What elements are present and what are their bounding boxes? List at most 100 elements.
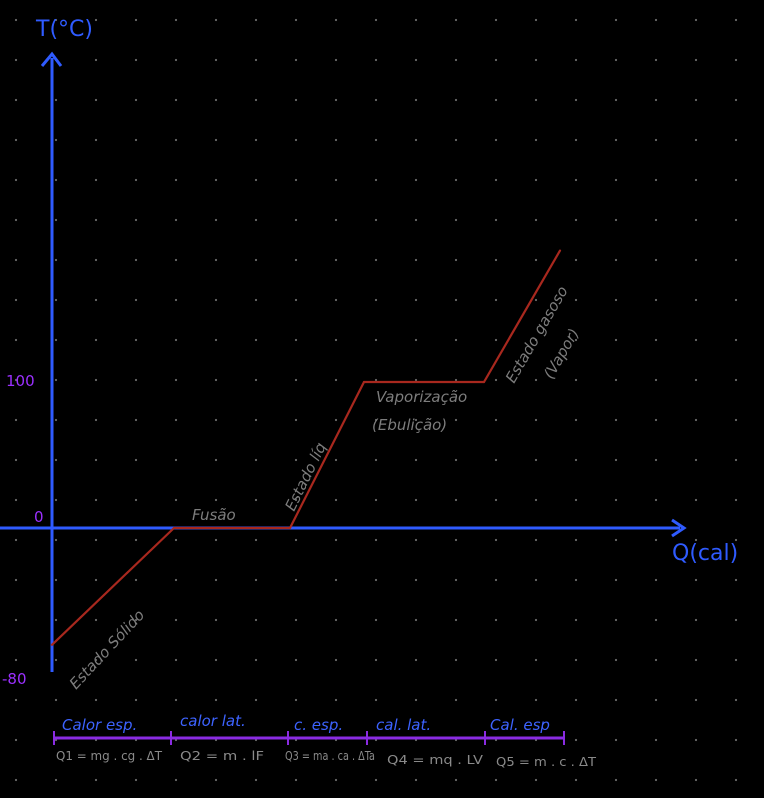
grid-dot: [174, 338, 178, 342]
grid-dot: [14, 738, 18, 742]
grid-dot: [294, 138, 298, 142]
grid-dot: [374, 658, 378, 662]
grid-dot: [334, 618, 338, 622]
grid-dot: [574, 58, 578, 62]
y-ticks: 100 0 -80: [2, 372, 44, 688]
grid-dot: [214, 258, 218, 262]
grid-dot: [54, 18, 58, 22]
grid-dot: [534, 418, 538, 422]
grid-dot: [534, 658, 538, 662]
grid-dot: [54, 378, 58, 382]
grid-dot: [454, 298, 458, 302]
grid-dot: [334, 658, 338, 662]
segment-formula-4: Q4 = mq . LV: [387, 753, 484, 767]
grid-dot: [14, 258, 18, 262]
grid-dot: [294, 18, 298, 22]
segment-label-5: Cal. esp: [490, 716, 550, 734]
grid-dot: [14, 138, 18, 142]
grid-dot: [494, 618, 498, 622]
grid-dot: [414, 578, 418, 582]
y-tick-label-neg80: -80: [2, 670, 27, 688]
grid-dot: [14, 338, 18, 342]
grid-dot: [214, 18, 218, 22]
grid-dot: [694, 498, 698, 502]
segment-formula-1: Q1 = mg . cg . ΔT: [56, 749, 163, 763]
grid-dot: [334, 538, 338, 542]
grid-dot: [54, 138, 58, 142]
curve-segment: [288, 380, 366, 530]
grid-dot: [94, 58, 98, 62]
grid-dot: [254, 778, 258, 782]
grid-dot: [294, 618, 298, 622]
grid-dot: [414, 418, 418, 422]
grid-dot: [334, 498, 338, 502]
grid-dot: [94, 778, 98, 782]
grid-dot: [174, 258, 178, 262]
grid-dot: [134, 58, 138, 62]
grid-dot: [494, 178, 498, 182]
grid-dot: [654, 498, 658, 502]
grid-dot: [494, 378, 498, 382]
grid-dot: [254, 218, 258, 222]
grid-dot: [574, 298, 578, 302]
x-axis-arrow-icon: [671, 518, 687, 538]
grid-dot: [494, 58, 498, 62]
grid-dot: [174, 298, 178, 302]
grid-dot: [14, 538, 18, 542]
segment-label-1: Calor esp.: [62, 716, 137, 734]
grid-dot: [214, 778, 218, 782]
grid-dot: [14, 698, 18, 702]
segment-label-4: cal. lat.: [376, 716, 431, 734]
grid-dot: [654, 338, 658, 342]
grid-dot: [694, 138, 698, 142]
grid-dot: [54, 218, 58, 222]
grid-dot: [134, 698, 138, 702]
y-axis-arrow-icon: [40, 51, 63, 67]
grid-dot: [494, 658, 498, 662]
grid-dot: [574, 178, 578, 182]
grid-dot: [654, 418, 658, 422]
grid-dot: [614, 98, 618, 102]
grid-dot: [294, 498, 298, 502]
grid-dot: [374, 538, 378, 542]
grid-dot: [534, 778, 538, 782]
grid-dot: [374, 138, 378, 142]
grid-dot: [414, 658, 418, 662]
grid-dot: [574, 658, 578, 662]
grid-dot: [614, 218, 618, 222]
grid-dot: [574, 418, 578, 422]
grid-dot: [134, 138, 138, 142]
grid-dot: [214, 458, 218, 462]
grid-dot: [734, 18, 738, 22]
grid-dot: [654, 538, 658, 542]
grid-dot: [214, 58, 218, 62]
grid-dot: [94, 378, 98, 382]
grid-dot: [14, 418, 18, 422]
grid-dot: [494, 298, 498, 302]
grid-dot: [174, 98, 178, 102]
x-axis-label: Q(cal): [672, 541, 738, 566]
grid-dot: [334, 698, 338, 702]
grid-dot: [134, 538, 138, 542]
grid-dot: [94, 218, 98, 222]
grid-dot: [454, 98, 458, 102]
grid-dot: [614, 458, 618, 462]
annotation-fusion: Fusão: [192, 506, 236, 524]
grid-dot: [614, 658, 618, 662]
grid-dot: [294, 258, 298, 262]
grid-dot: [494, 258, 498, 262]
grid-dot: [654, 658, 658, 662]
grid-dot: [734, 378, 738, 382]
grid-dot: [254, 298, 258, 302]
grid-dot: [134, 778, 138, 782]
grid-dot: [414, 618, 418, 622]
grid-dot: [694, 698, 698, 702]
grid-dot: [294, 58, 298, 62]
grid-dot: [294, 98, 298, 102]
grid-dot: [374, 18, 378, 22]
grid-dot: [454, 538, 458, 542]
grid-dot: [134, 178, 138, 182]
grid-dot: [254, 418, 258, 422]
grid-dot: [694, 58, 698, 62]
y-tick-label-100: 100: [6, 372, 35, 390]
